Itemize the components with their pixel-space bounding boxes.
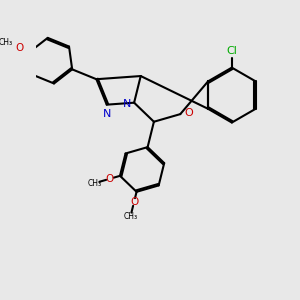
Text: N: N — [103, 110, 111, 119]
Text: O: O — [184, 108, 193, 118]
Text: CH₃: CH₃ — [0, 38, 13, 47]
Text: CH₃: CH₃ — [123, 212, 137, 221]
Text: CH₃: CH₃ — [88, 178, 102, 188]
Text: O: O — [130, 197, 138, 207]
Text: Cl: Cl — [226, 46, 237, 56]
Text: N: N — [123, 99, 131, 109]
Text: O: O — [16, 43, 24, 53]
Text: O: O — [106, 174, 114, 184]
